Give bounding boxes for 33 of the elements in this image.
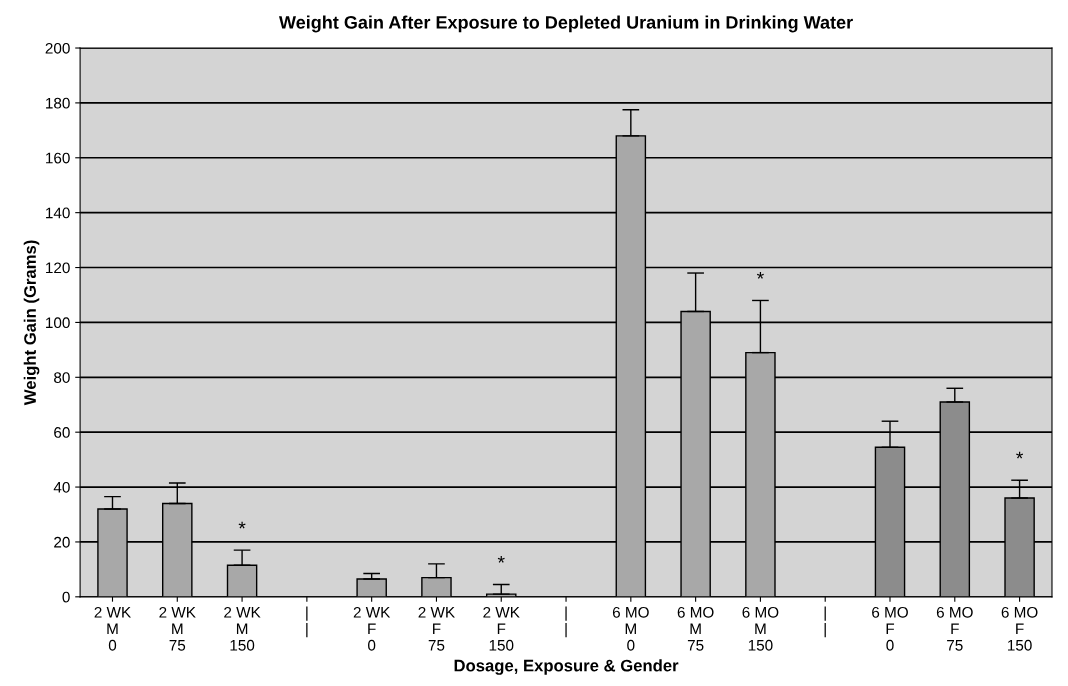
- x-tick-label: 2 WK M 0: [94, 606, 131, 651]
- y-tick-label: 140: [46, 207, 70, 219]
- y-tick-label: 80: [54, 372, 70, 383]
- x-tick-label: 6 MO F 150: [1001, 606, 1038, 651]
- x-tick-label: | |: [824, 606, 826, 638]
- y-tick-label: 0: [62, 591, 70, 603]
- y-tick-label: 120: [46, 262, 70, 274]
- y-tick-label: 160: [46, 152, 70, 164]
- annotation: *: [1016, 451, 1024, 459]
- annotation: *: [238, 521, 246, 529]
- annotation: *: [497, 555, 505, 563]
- x-tick-label: | |: [306, 606, 308, 638]
- x-tick-label: 6 MO M 150: [742, 606, 779, 651]
- x-tick-label: 2 WK M 75: [159, 606, 196, 651]
- x-tick-label: 2 WK F 150: [483, 606, 520, 651]
- x-tick-label: 6 MO M 75: [677, 606, 714, 651]
- chart-title: Weight Gain After Exposure to Depleted Uranium in Drinking Water: [278, 15, 853, 33]
- x-tick-label: 6 MO F 75: [936, 606, 973, 651]
- x-tick-label: | |: [565, 606, 567, 638]
- x-tick-label: 2 WK M 150: [224, 606, 261, 651]
- x-tick-label: 6 MO M 0: [612, 606, 649, 651]
- x-tick-label: 2 WK F 75: [418, 606, 455, 651]
- y-tick-label: 100: [46, 317, 70, 329]
- y-tick-label: 60: [54, 427, 70, 438]
- x-tick-label: 6 MO F 0: [872, 606, 908, 651]
- y-tick-label: 40: [53, 481, 70, 493]
- x-axis-title: Dosage, Exposure & Gender: [454, 659, 679, 675]
- y-tick-label: 20: [54, 536, 70, 548]
- x-tick-label: 2 WK F 0: [353, 606, 391, 651]
- annotation: *: [756, 271, 764, 279]
- y-tick-label: 200: [45, 42, 70, 54]
- y-axis-title: Weight Gain (Grams): [23, 240, 40, 406]
- y-tick-label: 180: [46, 97, 70, 109]
